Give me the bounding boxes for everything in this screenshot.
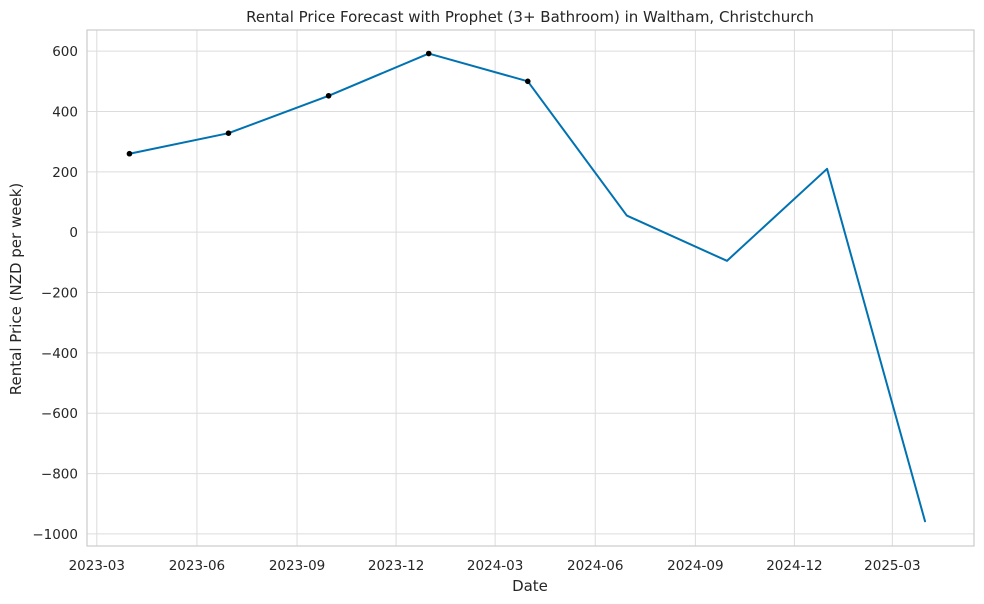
x-tick-label: 2025-03 bbox=[864, 558, 920, 574]
y-tick-label: 400 bbox=[52, 104, 78, 120]
y-tick-label: −1000 bbox=[32, 527, 78, 543]
x-tick-label: 2024-06 bbox=[567, 558, 623, 574]
observed-point bbox=[126, 150, 133, 157]
x-tick-label: 2024-12 bbox=[766, 558, 822, 574]
y-tick-label: 600 bbox=[52, 44, 78, 60]
chart-title: Rental Price Forecast with Prophet (3+ B… bbox=[246, 8, 814, 26]
x-tick-label: 2023-06 bbox=[169, 558, 225, 574]
observed-point bbox=[325, 92, 332, 99]
y-tick-label: −200 bbox=[41, 286, 78, 302]
observed-point bbox=[225, 130, 232, 136]
x-tick-label: 2023-03 bbox=[69, 558, 125, 574]
x-tick-label: 2024-03 bbox=[467, 558, 523, 574]
y-tick-label: −800 bbox=[41, 467, 78, 483]
y-tick-label: −600 bbox=[41, 406, 78, 422]
y-axis-title: Rental Price (NZD per week) bbox=[7, 183, 25, 395]
x-tick-label: 2023-12 bbox=[368, 558, 424, 574]
y-tick-label: −400 bbox=[41, 346, 78, 362]
x-axis-ticks: 2023-03 2023-06 2023-09 2023-12 2024-03 2024-… bbox=[69, 558, 921, 574]
observed-points bbox=[126, 50, 531, 157]
observed-point bbox=[425, 50, 432, 57]
plot-frame bbox=[86, 29, 975, 547]
plot-area bbox=[87, 30, 974, 546]
y-tick-label: 200 bbox=[52, 165, 78, 181]
x-tick-label: 2024-09 bbox=[667, 558, 723, 574]
y-axis-ticks: −1000 −800 −600 −400 −200 0 200 400 600 bbox=[32, 44, 78, 543]
y-tick-label: 0 bbox=[69, 225, 78, 241]
x-axis-title: Date bbox=[512, 577, 548, 595]
observed-point bbox=[524, 78, 531, 85]
x-tick-label: 2023-09 bbox=[269, 558, 325, 574]
grid bbox=[87, 30, 974, 546]
